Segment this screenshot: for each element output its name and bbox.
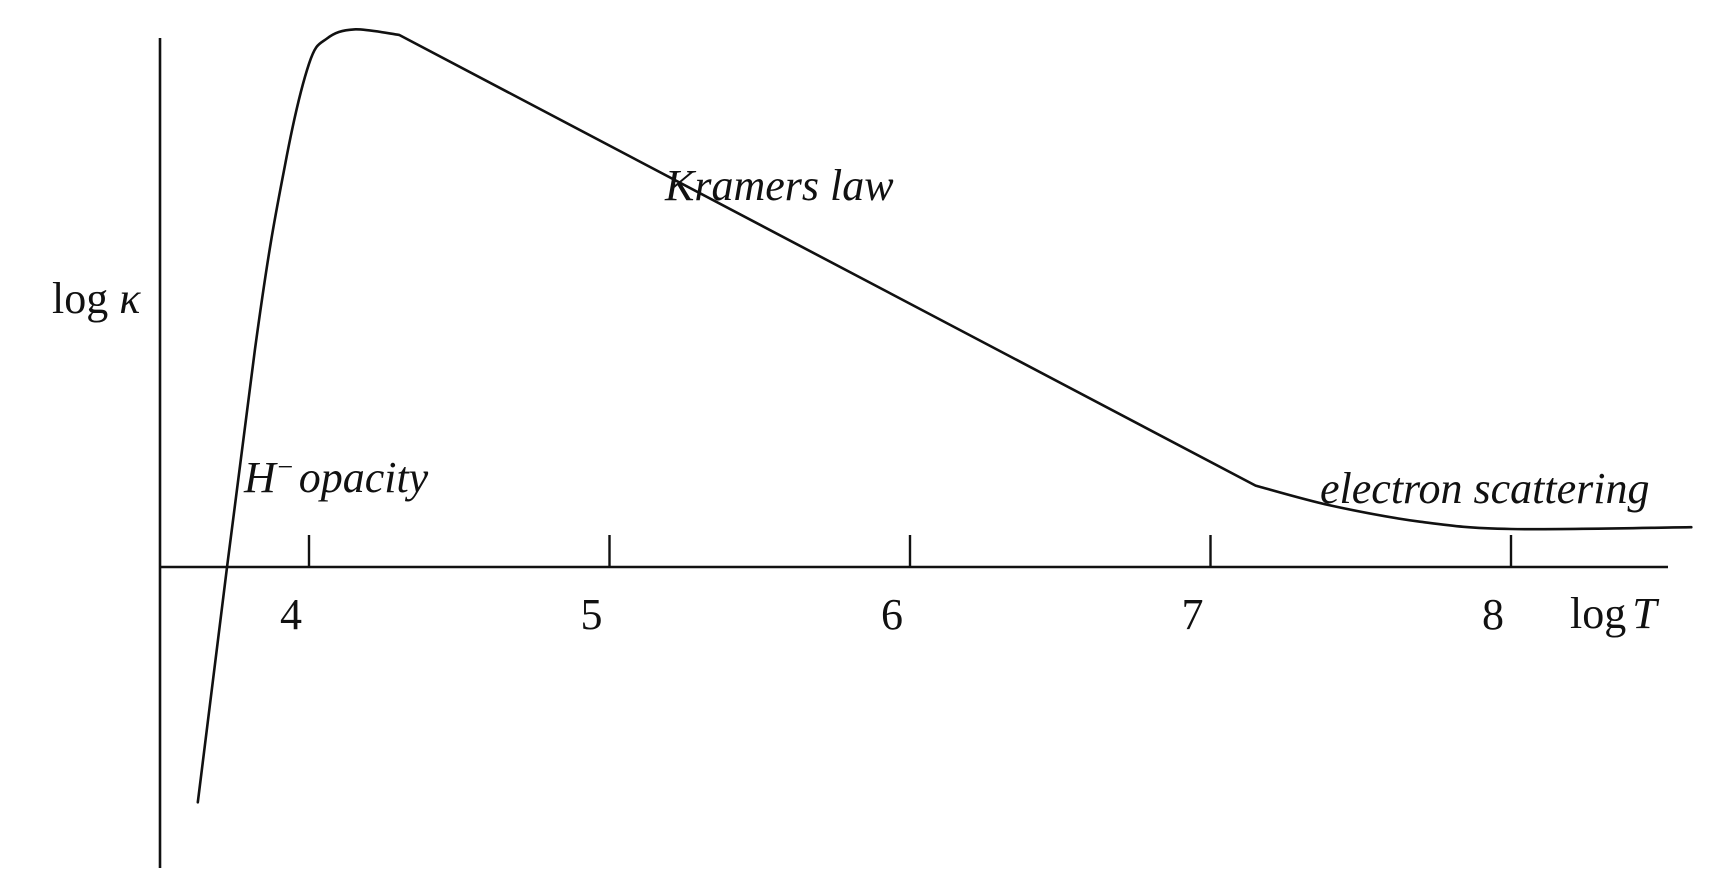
y-axis-label: log κ [52,274,141,323]
x-ticks: 4 5 6 7 8 [280,535,1513,639]
x-axis-label: log T [1570,589,1660,638]
y-axis-label-prefix: log [52,274,119,323]
y-axis-label-var: κ [119,274,141,323]
annotation-h-minus-opacity: H−opacity [243,452,429,502]
x-tick-label-6: 6 [881,590,903,639]
x-tick-label-7: 7 [1182,590,1204,639]
x-axis-label-prefix: log [1570,589,1626,638]
x-tick-label-5: 5 [581,590,603,639]
axes [158,38,1668,868]
opacity-curve-group [196,28,1693,804]
x-axis-label-var: T [1632,589,1660,638]
annotation-opacity: opacity [299,453,429,502]
annotation-superscript: − [276,452,295,483]
annotation-kramers-law: Kramers law [664,161,894,210]
annotation-electron-scattering: electron scattering [1320,464,1650,513]
annotation-h: H [243,453,278,502]
x-tick-label-8: 8 [1482,590,1504,639]
x-tick-label-4: 4 [280,590,302,639]
opacity-curve [196,28,1693,804]
